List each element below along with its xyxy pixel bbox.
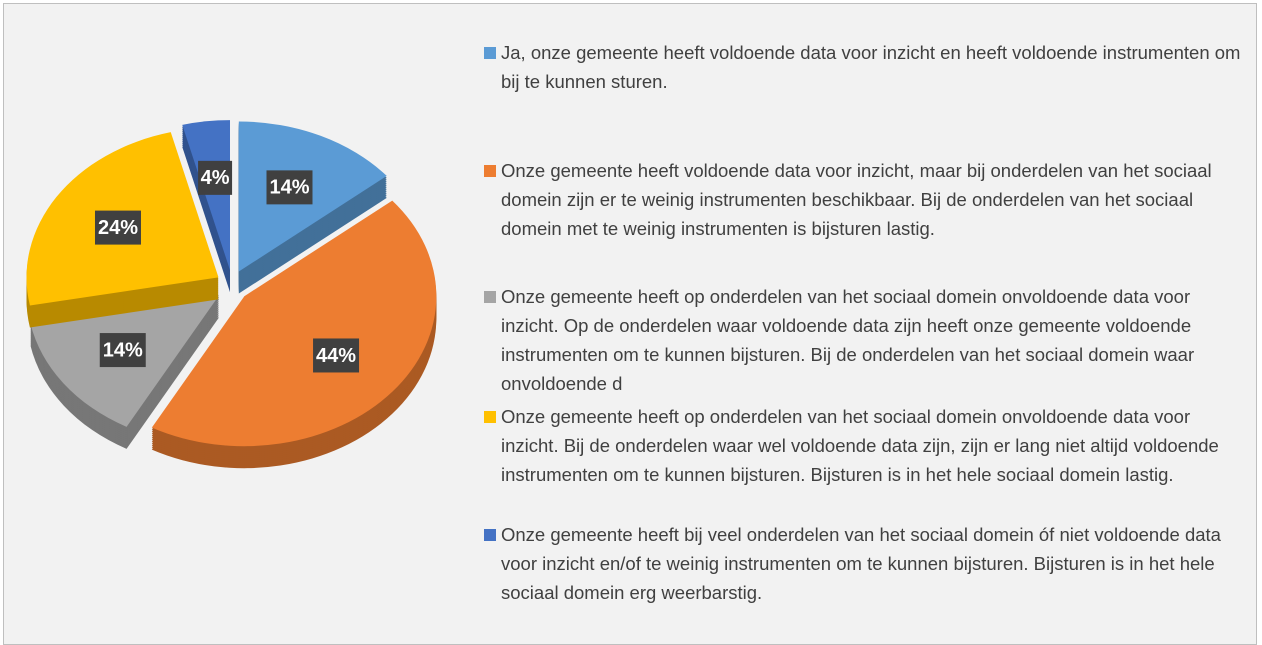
data-label: 24%: [98, 217, 138, 239]
legend-swatch: [484, 47, 496, 59]
slice-top: [238, 121, 387, 272]
data-label: 44%: [316, 345, 356, 367]
slice-top: [151, 200, 437, 447]
legend-item: Onze gemeente heeft bij veel onderdelen …: [484, 520, 1241, 607]
chart-frame: 14% 44% 14% 24% 4% Ja, onze gemeente heeft v…: [3, 3, 1257, 645]
data-label-box: [313, 338, 360, 373]
legend-swatch: [484, 411, 496, 423]
legend-label: Onze gemeente heeft bij veel onderdelen …: [501, 524, 1221, 603]
data-label-box: [266, 170, 313, 205]
legend-item: Onze gemeente heeft voldoende data voor …: [484, 156, 1241, 243]
slice-top: [182, 120, 230, 271]
data-label-box: [94, 210, 141, 245]
legend-item: Onze gemeente heeft op onderdelen van he…: [484, 402, 1241, 489]
legend-swatch: [484, 291, 496, 303]
legend-label: Ja, onze gemeente heeft voldoende data v…: [501, 42, 1241, 92]
pie-slice: [151, 200, 437, 469]
legend-item: Ja, onze gemeente heeft voldoende data v…: [484, 38, 1241, 96]
legend-label: Onze gemeente heeft op onderdelen van he…: [501, 406, 1219, 485]
legend-label: Onze gemeente heeft op onderdelen van he…: [501, 286, 1195, 394]
legend-item: Onze gemeente heeft op onderdelen van he…: [484, 282, 1241, 398]
data-label-box: [198, 160, 233, 195]
pie-chart: 14% 44% 14% 24% 4%: [26, 120, 437, 469]
data-label: 14%: [103, 339, 143, 361]
legend-label: Onze gemeente heeft voldoende data voor …: [501, 160, 1212, 239]
legend-swatch: [484, 165, 496, 177]
data-label: 14%: [269, 177, 309, 199]
legend-swatch: [484, 529, 496, 541]
data-label: 4%: [201, 167, 230, 189]
data-label-box: [99, 333, 146, 368]
